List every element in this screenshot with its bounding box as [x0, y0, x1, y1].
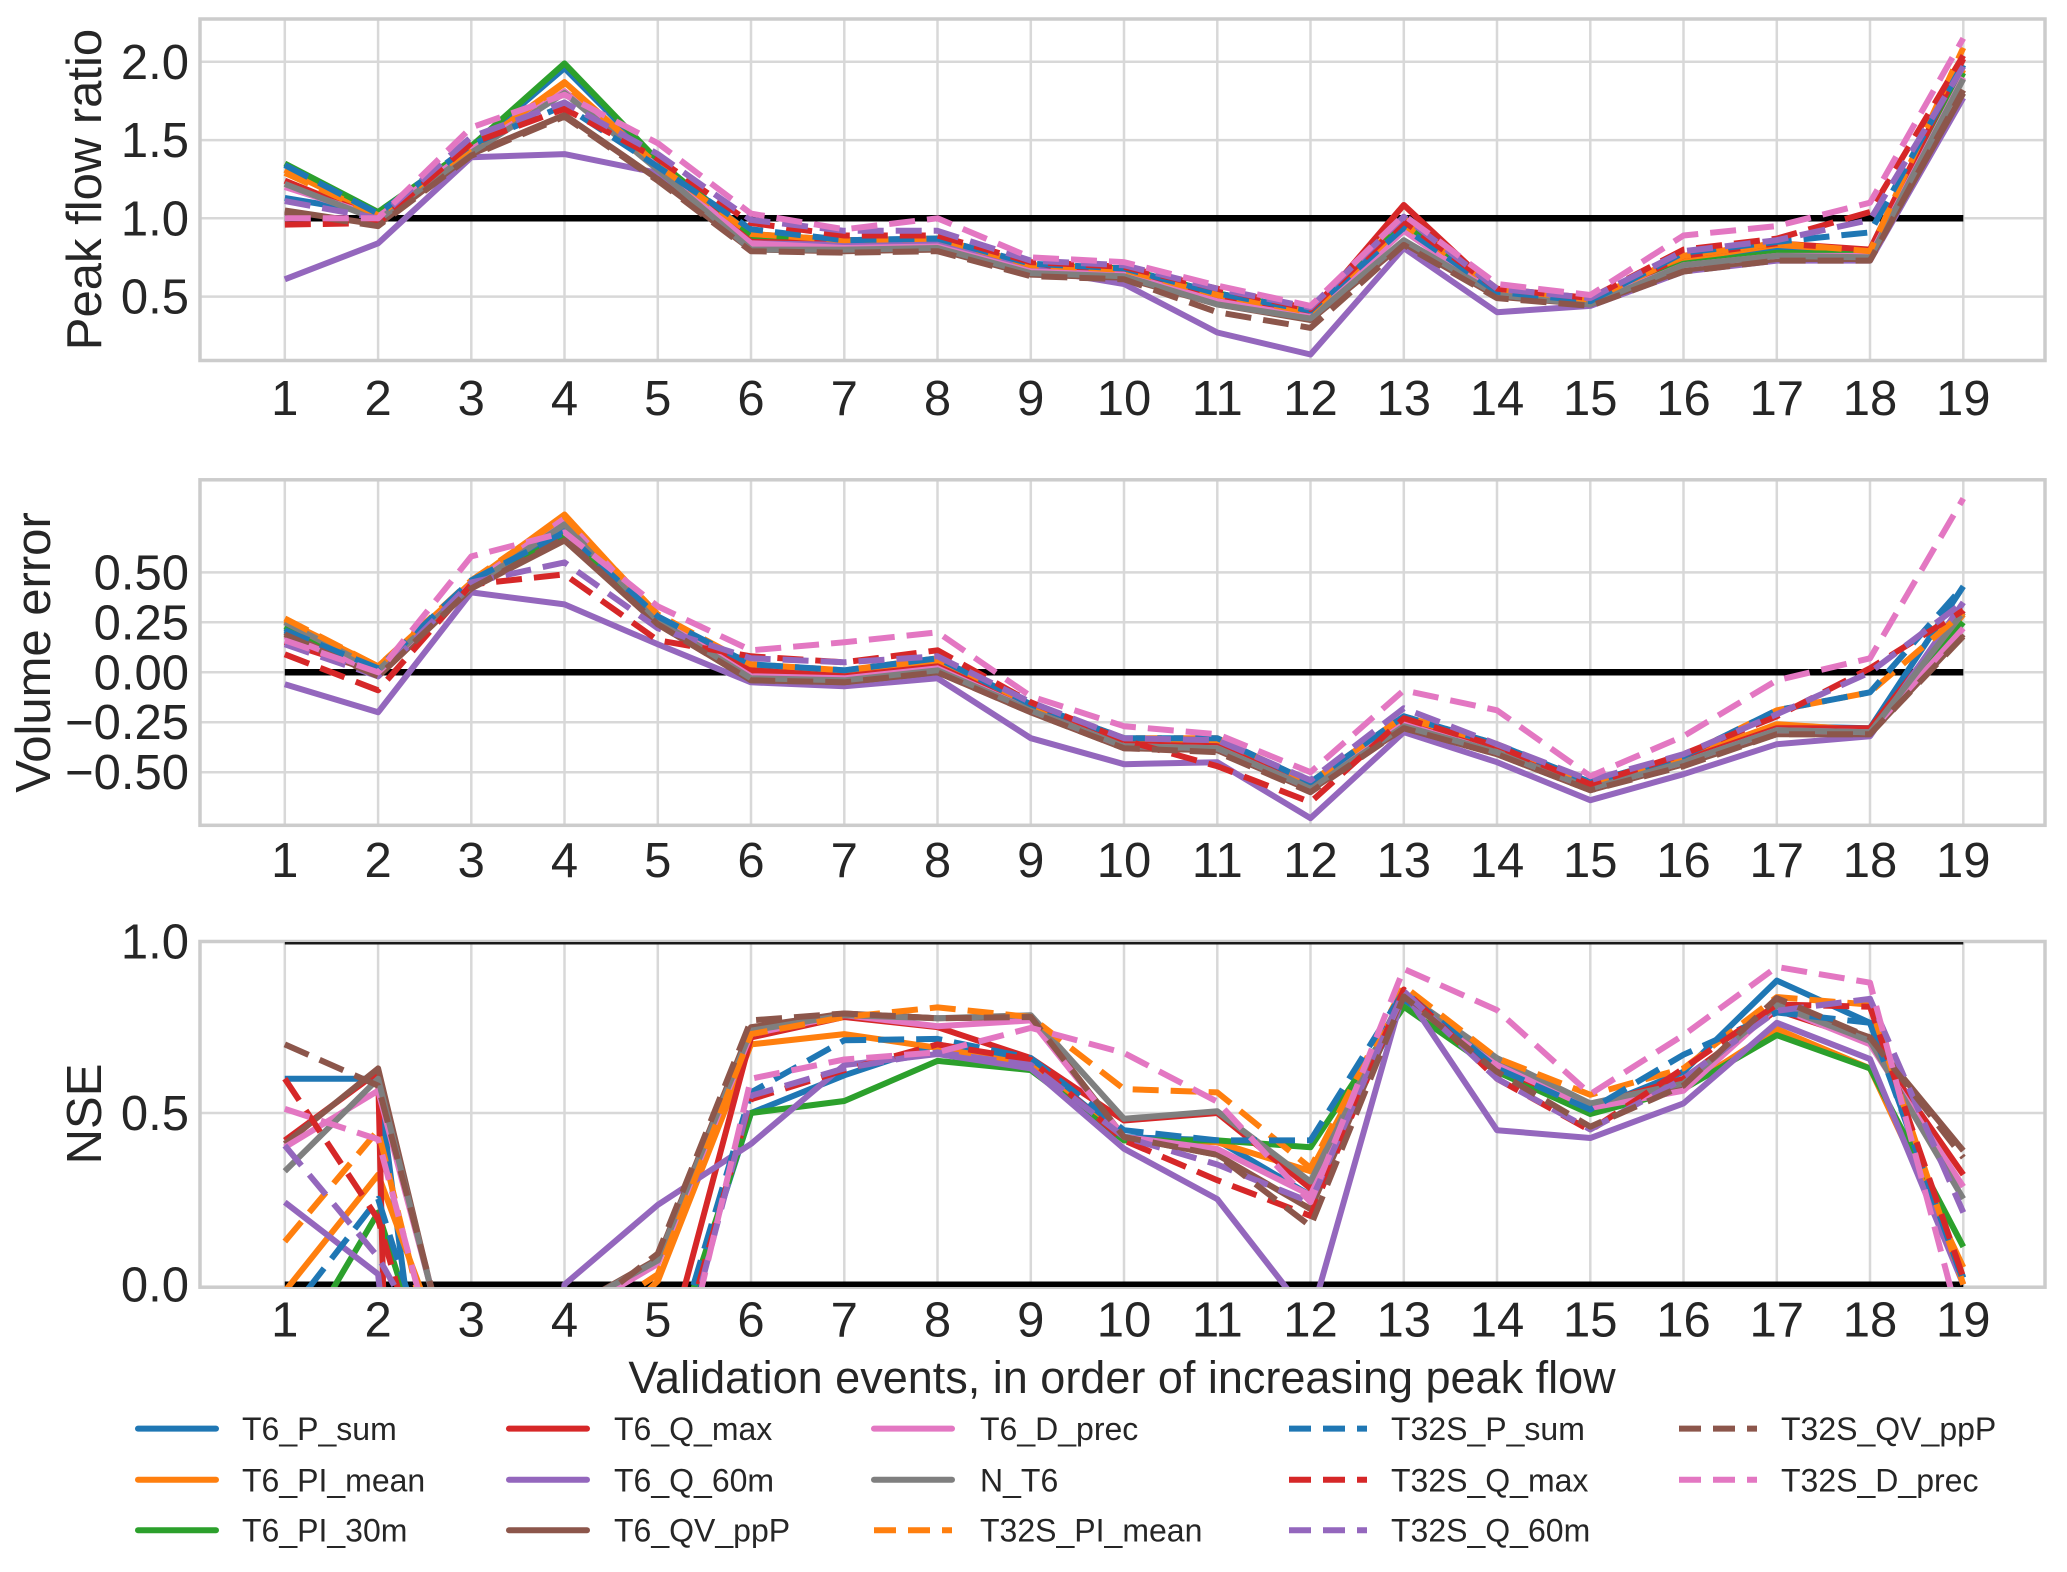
svg-text:Volume error: Volume error: [7, 512, 61, 793]
svg-text:T6_PI_30m: T6_PI_30m: [242, 1513, 407, 1549]
svg-text:−0.50: −0.50: [65, 746, 189, 800]
svg-text:11: 11: [1192, 372, 1243, 426]
svg-text:3: 3: [458, 372, 485, 426]
svg-text:1: 1: [271, 834, 298, 888]
svg-text:2: 2: [364, 834, 391, 888]
svg-text:0.25: 0.25: [94, 596, 189, 650]
svg-text:5: 5: [644, 1294, 671, 1348]
svg-text:T32S_Q_max: T32S_Q_max: [1391, 1462, 1588, 1498]
svg-text:19: 19: [1936, 372, 1991, 426]
svg-text:Validation events, in order of: Validation events, in order of increasin…: [628, 1352, 1616, 1403]
svg-text:13: 13: [1377, 372, 1432, 426]
svg-text:1: 1: [271, 372, 298, 426]
svg-text:18: 18: [1843, 372, 1898, 426]
svg-text:8: 8: [924, 372, 951, 426]
svg-text:1.0: 1.0: [121, 192, 189, 246]
svg-text:17: 17: [1750, 372, 1805, 426]
svg-text:5: 5: [644, 834, 671, 888]
svg-text:7: 7: [831, 834, 858, 888]
svg-text:17: 17: [1750, 834, 1805, 888]
svg-text:14: 14: [1470, 372, 1525, 426]
svg-text:0.50: 0.50: [94, 546, 189, 600]
svg-text:4: 4: [551, 834, 578, 888]
svg-text:T6_D_prec: T6_D_prec: [980, 1411, 1138, 1447]
svg-text:NSE: NSE: [58, 1064, 112, 1165]
svg-text:T6_QV_ppP: T6_QV_ppP: [614, 1513, 790, 1549]
svg-text:18: 18: [1843, 1294, 1898, 1348]
svg-text:9: 9: [1017, 834, 1044, 888]
svg-text:2.0: 2.0: [121, 36, 189, 90]
svg-text:T6_PI_mean: T6_PI_mean: [242, 1462, 425, 1498]
svg-text:13: 13: [1377, 1294, 1432, 1348]
svg-text:8: 8: [924, 1294, 951, 1348]
svg-text:9: 9: [1017, 1294, 1044, 1348]
svg-text:15: 15: [1563, 1294, 1618, 1348]
svg-text:18: 18: [1843, 834, 1898, 888]
svg-text:T6_P_sum: T6_P_sum: [242, 1411, 397, 1447]
svg-text:6: 6: [737, 834, 764, 888]
svg-text:19: 19: [1936, 1294, 1991, 1348]
svg-text:14: 14: [1470, 1294, 1525, 1348]
svg-text:N_T6: N_T6: [980, 1462, 1058, 1498]
svg-text:1: 1: [271, 1294, 298, 1348]
svg-text:T32S_PI_mean: T32S_PI_mean: [980, 1513, 1202, 1549]
svg-text:2: 2: [364, 1294, 391, 1348]
svg-text:T32S_QV_ppP: T32S_QV_ppP: [1781, 1411, 1996, 1447]
svg-text:3: 3: [458, 1294, 485, 1348]
svg-text:12: 12: [1283, 1294, 1338, 1348]
svg-text:10: 10: [1097, 834, 1152, 888]
svg-text:1.0: 1.0: [121, 916, 189, 970]
svg-text:8: 8: [924, 834, 951, 888]
svg-text:4: 4: [551, 372, 578, 426]
svg-text:0.00: 0.00: [94, 646, 189, 700]
svg-text:14: 14: [1470, 834, 1525, 888]
svg-text:0.0: 0.0: [121, 1259, 189, 1313]
svg-text:Peak flow ratio: Peak flow ratio: [58, 29, 112, 350]
svg-text:15: 15: [1563, 372, 1618, 426]
svg-text:T32S_Q_60m: T32S_Q_60m: [1391, 1513, 1590, 1549]
svg-text:10: 10: [1097, 1294, 1152, 1348]
svg-text:11: 11: [1192, 834, 1243, 888]
svg-text:4: 4: [551, 1294, 578, 1348]
svg-text:7: 7: [831, 1294, 858, 1348]
svg-text:5: 5: [644, 372, 671, 426]
svg-text:−0.25: −0.25: [65, 696, 189, 750]
svg-text:7: 7: [831, 372, 858, 426]
svg-text:16: 16: [1656, 834, 1711, 888]
svg-text:2: 2: [364, 372, 391, 426]
svg-text:0.5: 0.5: [121, 1087, 189, 1141]
svg-text:T32S_P_sum: T32S_P_sum: [1391, 1411, 1585, 1447]
svg-text:T32S_D_prec: T32S_D_prec: [1781, 1462, 1978, 1498]
svg-text:12: 12: [1283, 834, 1338, 888]
svg-text:16: 16: [1656, 372, 1711, 426]
svg-text:3: 3: [458, 834, 485, 888]
svg-text:6: 6: [737, 1294, 764, 1348]
svg-text:19: 19: [1936, 834, 1991, 888]
svg-text:0.5: 0.5: [121, 271, 189, 325]
svg-text:17: 17: [1750, 1294, 1805, 1348]
svg-text:6: 6: [737, 372, 764, 426]
svg-text:10: 10: [1097, 372, 1152, 426]
svg-text:1.5: 1.5: [121, 114, 189, 168]
svg-text:16: 16: [1656, 1294, 1711, 1348]
svg-text:13: 13: [1377, 834, 1432, 888]
svg-text:T6_Q_60m: T6_Q_60m: [614, 1462, 774, 1498]
svg-text:T6_Q_max: T6_Q_max: [614, 1411, 772, 1447]
svg-text:9: 9: [1017, 372, 1044, 426]
svg-text:11: 11: [1192, 1294, 1243, 1348]
svg-text:15: 15: [1563, 834, 1618, 888]
svg-text:12: 12: [1283, 372, 1338, 426]
